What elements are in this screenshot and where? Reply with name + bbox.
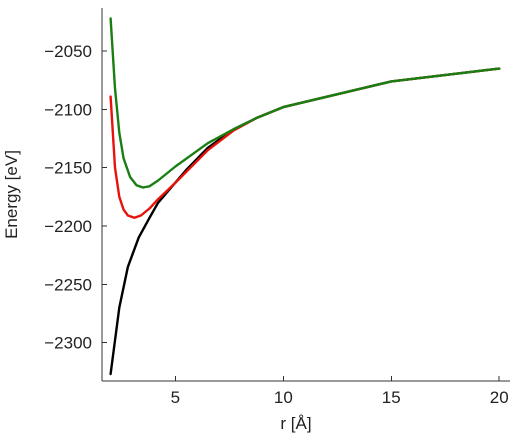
series-line-3 bbox=[109, 17, 501, 189]
y-axis-title: Energy [eV] bbox=[2, 150, 21, 239]
y-tick-label: −2050 bbox=[44, 42, 92, 61]
plot-area: 5 10 15 20 −2050 −2100 −2150 −2200 −2250 −2300 bbox=[44, 8, 510, 407]
series-group bbox=[109, 17, 501, 376]
y-tick-label: −2150 bbox=[44, 159, 92, 178]
x-tick-label: 20 bbox=[490, 388, 509, 407]
series-line-1 bbox=[109, 67, 501, 376]
y-ticks: −2050 −2100 −2150 −2200 −2250 −2300 bbox=[44, 42, 107, 353]
x-tick-label: 15 bbox=[382, 388, 401, 407]
x-tick-label: 5 bbox=[171, 388, 180, 407]
y-tick-label: −2100 bbox=[44, 100, 92, 119]
y-tick-label: −2250 bbox=[44, 275, 92, 294]
series-line-2 bbox=[109, 67, 501, 220]
x-axis-title: r [Å] bbox=[280, 414, 311, 433]
y-tick-label: −2200 bbox=[44, 217, 92, 236]
y-tick-label: −2300 bbox=[44, 334, 92, 353]
x-ticks: 5 10 15 20 bbox=[171, 376, 509, 407]
x-tick-label: 10 bbox=[274, 388, 293, 407]
